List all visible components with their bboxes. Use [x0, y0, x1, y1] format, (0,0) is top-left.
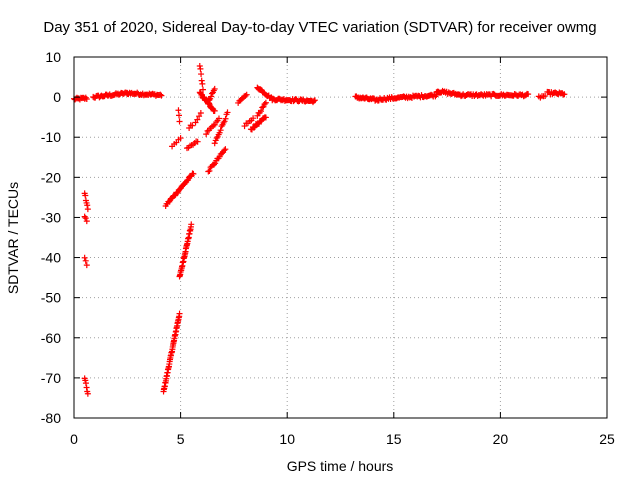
data-point — [213, 135, 220, 142]
data-point — [216, 153, 223, 160]
y-axis-label: SDTVAR / TECUs — [5, 182, 21, 294]
data-point — [221, 147, 228, 154]
data-point — [311, 97, 318, 104]
data-point — [262, 99, 269, 106]
data-point — [258, 108, 265, 115]
data-point — [224, 109, 231, 116]
data-point — [310, 97, 317, 104]
y-tick-label: -30 — [41, 209, 61, 225]
x-tick-label: 20 — [493, 431, 509, 447]
chart-title: Day 351 of 2020, Sidereal Day-to-day VTE… — [43, 19, 597, 36]
tick-layer: 0 5 10 15 20 25 10 0 -10 -20 -30 -40 -50 -60 -70 -80 — [41, 49, 615, 447]
data-point — [83, 96, 90, 103]
data-point — [250, 124, 257, 131]
y-tick-label: -80 — [41, 410, 61, 426]
x-tick-label: 5 — [177, 431, 185, 447]
data-point — [196, 63, 203, 70]
data-point — [194, 116, 201, 123]
data-point — [222, 115, 229, 122]
data-point — [83, 218, 90, 225]
data-point — [158, 92, 165, 99]
data-points — [71, 63, 568, 397]
y-tick-label: -10 — [41, 129, 61, 145]
data-point — [199, 86, 206, 93]
data-point — [198, 71, 205, 78]
data-point — [177, 135, 184, 142]
data-point — [250, 115, 257, 122]
data-point — [81, 254, 88, 261]
data-point — [208, 90, 215, 97]
data-point — [82, 380, 89, 387]
data-point — [197, 110, 204, 117]
data-point — [190, 170, 197, 177]
grid-layer — [74, 57, 607, 418]
data-point — [83, 262, 90, 269]
data-point — [176, 112, 183, 119]
data-point — [176, 310, 183, 317]
data-point — [525, 91, 532, 98]
plot-frame — [73, 56, 608, 419]
data-point — [84, 206, 91, 213]
data-point — [196, 113, 203, 120]
data-point — [82, 377, 89, 384]
data-point — [82, 192, 89, 199]
data-point — [259, 104, 266, 111]
data-point — [176, 118, 183, 125]
y-tick-label: -60 — [41, 330, 61, 346]
data-point — [189, 122, 196, 129]
x-axis-label: GPS time / hours — [287, 458, 394, 474]
y-tick-label: -70 — [41, 370, 61, 386]
data-point — [262, 114, 269, 121]
data-point — [208, 93, 215, 100]
y-tick-label: -40 — [41, 250, 61, 266]
data-point — [211, 107, 218, 114]
data-point — [211, 140, 218, 147]
data-point — [174, 190, 181, 197]
x-tick-label: 15 — [386, 431, 402, 447]
data-point — [206, 97, 213, 104]
data-point — [82, 215, 89, 222]
y-tick-label: -20 — [41, 169, 61, 185]
data-point — [243, 91, 250, 98]
data-point — [83, 384, 90, 391]
data-point — [254, 112, 261, 119]
data-point — [206, 167, 213, 174]
data-point — [211, 85, 218, 92]
data-point — [222, 146, 229, 153]
data-point — [84, 390, 91, 397]
data-point — [157, 91, 164, 98]
data-point — [242, 92, 249, 99]
data-point — [561, 91, 568, 98]
y-tick-label: 10 — [45, 49, 61, 65]
data-point — [82, 257, 89, 264]
data-point — [217, 127, 224, 134]
data-point — [188, 221, 195, 228]
x-tick-label: 25 — [599, 431, 615, 447]
data-point — [260, 103, 267, 110]
data-point — [84, 202, 91, 209]
x-tick-label: 0 — [70, 431, 78, 447]
data-point — [82, 94, 89, 101]
data-point — [215, 115, 222, 122]
data-point — [199, 80, 206, 87]
y-tick-label: -50 — [41, 290, 61, 306]
data-point — [175, 107, 182, 114]
data-point — [211, 161, 218, 168]
data-point — [261, 100, 268, 107]
data-point — [204, 127, 211, 134]
data-point — [203, 131, 210, 138]
x-tick-label: 10 — [279, 431, 295, 447]
y-tick-label: 0 — [53, 89, 61, 105]
data-point — [212, 160, 219, 167]
data-point — [194, 138, 201, 145]
data-point — [197, 65, 204, 72]
data-point — [542, 92, 549, 99]
data-point — [198, 77, 205, 84]
